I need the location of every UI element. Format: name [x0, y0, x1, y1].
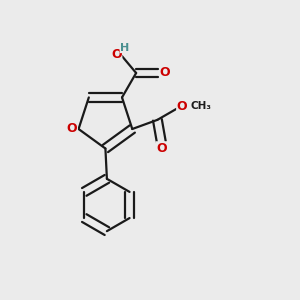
Text: O: O [160, 67, 170, 80]
Text: O: O [156, 142, 166, 155]
Text: CH₃: CH₃ [191, 101, 212, 111]
Text: O: O [67, 122, 77, 135]
Text: O: O [177, 100, 188, 113]
Text: O: O [111, 48, 122, 61]
Text: H: H [120, 43, 129, 52]
